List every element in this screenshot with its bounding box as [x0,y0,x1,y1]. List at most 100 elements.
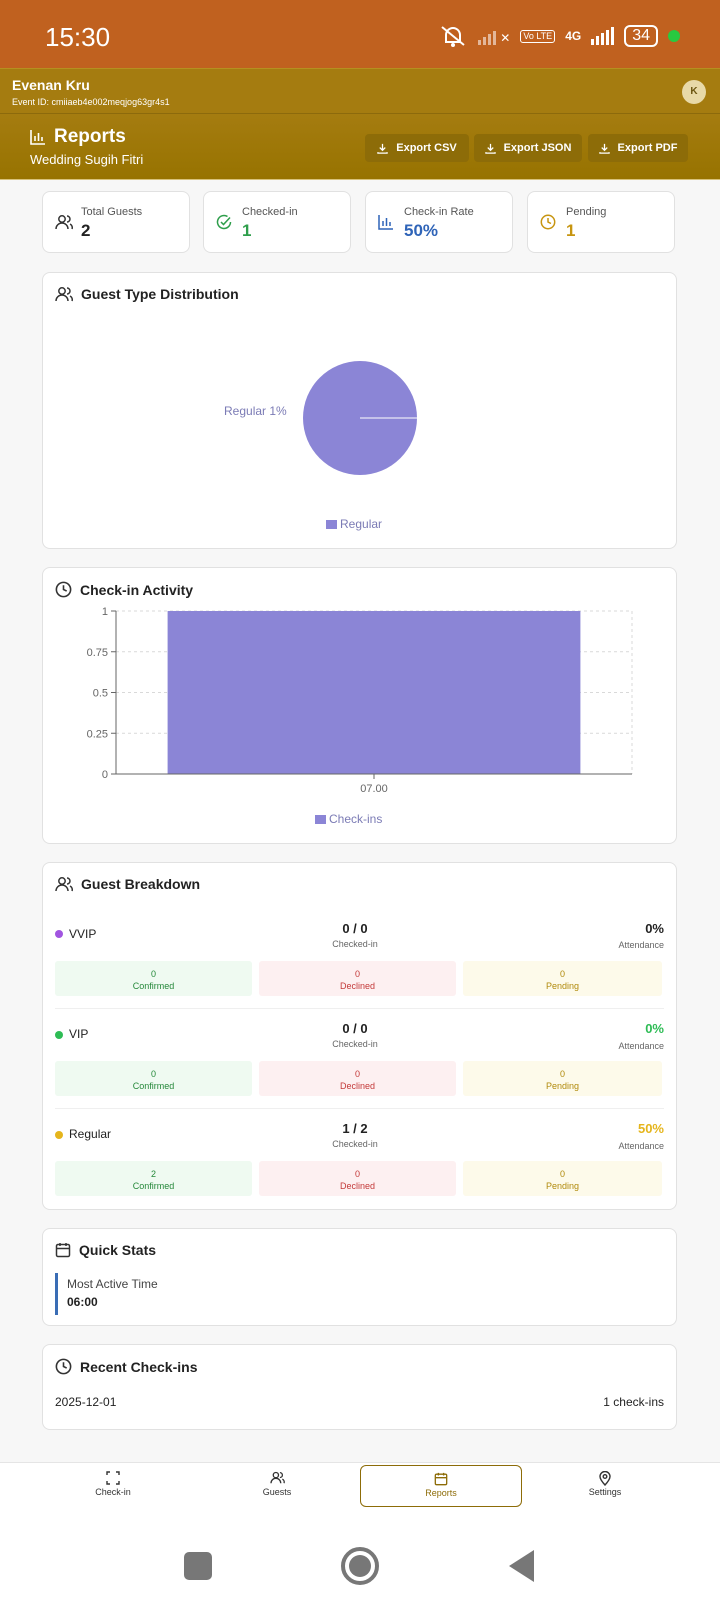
card-title: Quick Stats [55,1242,156,1258]
stat-card-total-guests: Total Guests 2 [42,191,190,253]
attendance-percent: 0% [645,921,664,936]
nav-label: Reports [425,1488,457,1498]
users-icon [55,877,73,892]
status-icons: ✕ Vo LTE 4G 34 [438,24,680,48]
export-pdf-button[interactable]: Export PDF [588,134,688,162]
x-tick-label: 07.00 [360,783,388,795]
wifi-signal-icon: ✕ [478,27,510,45]
confirmed-pill: 0 Confirmed [55,961,252,996]
pending-label: Pending [545,1081,580,1091]
declined-pill: 0 Declined [259,961,456,996]
attendance-percent: 50% [637,1121,664,1136]
attendance-percent: 0% [645,1021,664,1036]
stat-label: Checked-in [242,206,298,218]
stat-label: Total Guests [81,206,143,218]
home-button[interactable] [340,1546,380,1586]
checked-in-ratio: 0 / 0 [342,921,368,936]
legend-swatch [326,519,337,529]
event-id: Event ID: cmiiaeb4e002meqjog63gr4s1 [12,97,170,107]
page-header: Reports Wedding Sugih Fitri Export CSV E… [0,114,720,180]
checked-in-label: Checked-in [332,939,378,949]
row-divider [55,1108,664,1109]
export-csv-label: Export CSV [396,142,457,154]
attendance-label: Attendance [618,940,664,950]
location-pin-icon [599,1471,611,1486]
confirmed-label: Confirmed [132,981,175,991]
stat-value: 1 [242,221,252,240]
y-tick-label: 0 [102,769,108,781]
checked-in-ratio: 1 / 2 [342,1121,368,1136]
page-title: Reports [30,126,126,148]
system-nav-bar [0,1522,720,1600]
bar-chart-icon [378,215,393,230]
stat-value: 50% [404,221,439,240]
card-title: Guest Breakdown [55,876,200,892]
card-title-text: Guest Type Distribution [81,286,239,302]
type-name: VIP [69,1027,89,1041]
users-icon [55,287,73,302]
row-divider [55,1008,664,1009]
pending-pill: 0 Pending [463,961,662,996]
mute-alarm-icon [441,26,465,47]
card-title-text: Recent Check-ins [80,1358,198,1375]
nav-label: Guests [262,1487,292,1497]
volte-icon: Vo LTE [520,29,556,43]
users-icon [269,1471,285,1484]
bar-07.00 [167,611,581,774]
bottom-nav: Check-in Guests Reports Settings [0,1462,720,1522]
nav-item-settings[interactable]: Settings [524,1465,686,1507]
confirmed-count: 0 [150,1069,156,1079]
recents-button[interactable] [184,1552,212,1580]
nav-item-checkin[interactable]: Check-in [32,1465,194,1507]
quick-stat-accent [55,1273,58,1315]
pending-pill: 0 Pending [463,1161,662,1196]
declined-count: 0 [354,1069,360,1079]
nav-label: Settings [588,1487,622,1497]
cell-signal-icon [591,27,615,45]
confirmed-pill: 0 Confirmed [55,1061,252,1096]
card-title: Guest Type Distribution [55,286,239,302]
back-button[interactable] [506,1548,536,1584]
confirmed-label: Confirmed [132,1081,175,1091]
type-dot [55,1131,63,1139]
y-tick-label: 1 [102,606,108,618]
export-json-label: Export JSON [503,142,572,154]
card-title: Recent Check-ins [55,1358,197,1375]
card-title-text: Quick Stats [79,1242,157,1258]
export-pdf-label: Export PDF [617,142,678,154]
scan-icon [106,1471,120,1485]
stat-label: Pending [566,206,607,218]
calendar-icon [55,1243,71,1258]
confirmed-count: 0 [150,969,156,979]
type-dot [55,930,63,938]
pending-label: Pending [545,1181,580,1191]
y-tick-label: 0.5 [93,688,108,700]
guest-type-distribution-card: Guest Type Distribution [42,272,677,549]
users-icon [55,215,73,230]
pending-count: 0 [559,1169,565,1179]
clock-icon [55,1358,72,1375]
recent-checkin-count: 1 check-ins [603,1395,664,1409]
declined-count: 0 [354,969,360,979]
status-bar: 15:30 ✕ Vo LTE 4G 34 [0,0,720,68]
avatar[interactable]: K [682,80,706,104]
stat-value: 1 [566,221,576,240]
checked-in-label: Checked-in [332,1039,378,1049]
export-csv-button[interactable]: Export CSV [365,134,469,162]
export-json-button[interactable]: Export JSON [474,134,582,162]
y-tick-label: 0.25 [87,728,108,740]
attendance-label: Attendance [618,1141,664,1151]
attendance-label: Attendance [618,1041,664,1051]
card-title-text: Guest Breakdown [81,876,201,892]
nav-item-guests[interactable]: Guests [196,1465,358,1507]
pie-chart [303,361,417,475]
download-icon [598,143,610,154]
legend-label-regular: Regular [340,517,383,531]
stat-card-pending: Pending 1 [527,191,675,253]
stat-value: 2 [81,221,91,240]
status-time: 15:30 [45,22,111,52]
nav-item-reports[interactable]: Reports [360,1465,522,1507]
recent-checkin-date: 2025-12-01 [55,1395,117,1409]
checked-in-ratio: 0 / 0 [342,1021,368,1036]
pending-pill: 0 Pending [463,1061,662,1096]
